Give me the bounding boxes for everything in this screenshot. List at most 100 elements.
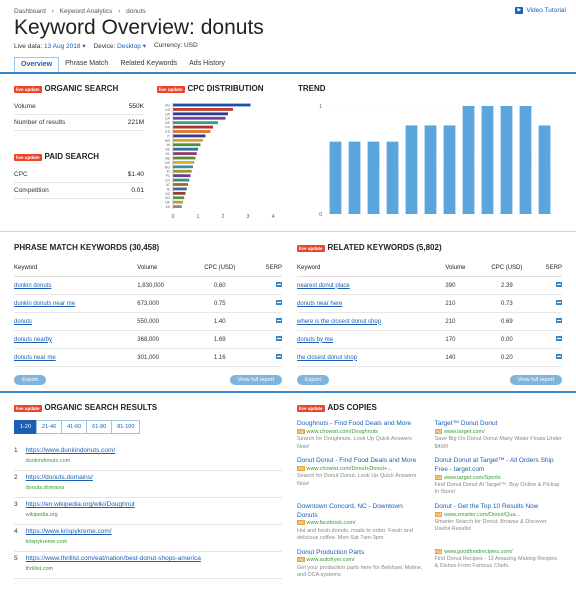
trend-bar xyxy=(424,125,437,214)
cpc-category-label: SE xyxy=(165,148,170,152)
pager-61-80[interactable]: 61-80 xyxy=(86,420,113,434)
cpc-category-label: NO xyxy=(165,165,171,169)
ad-tag: Ad xyxy=(434,474,443,480)
video-tutorial-link[interactable]: ▶ Video Tutorial xyxy=(515,7,566,14)
keyword-link[interactable]: where is the closest donut shop xyxy=(297,312,446,331)
keyword-link[interactable]: the closest donut shop xyxy=(297,348,446,367)
export-button[interactable]: Export xyxy=(297,375,329,385)
ad-url[interactable]: Ad www.chowist.com/Donut+Donut+... xyxy=(297,465,392,472)
keyword-link[interactable]: donuts xyxy=(14,312,138,331)
cpc-bar xyxy=(173,183,188,186)
serp-cell xyxy=(533,294,562,313)
tab-phrase-match[interactable]: Phrase Match xyxy=(65,60,109,67)
organic-search-panel: live update ORGANIC SEARCH Volume 550K Num… xyxy=(14,84,144,131)
serp-icon[interactable] xyxy=(276,336,282,341)
table-row: where is the closest donut shop 210 0.69 xyxy=(297,312,562,331)
breadcrumb-dashboard[interactable]: Dashboard xyxy=(14,8,46,15)
ad-headline[interactable]: Downtown Concord, NC - Downtown Donuts xyxy=(297,502,403,519)
ad-headline[interactable]: Donut - Get the Top 10 Results Now xyxy=(434,502,539,510)
keyword-link[interactable]: donuts near me xyxy=(14,348,138,367)
device-selector[interactable]: Device: Desktop ▾ xyxy=(93,43,146,50)
cpc-cell: 0.00 xyxy=(480,330,534,349)
ad-tag: Ad xyxy=(434,548,443,554)
serp-icon[interactable] xyxy=(276,300,282,305)
pager-41-60[interactable]: 41-60 xyxy=(61,420,88,434)
ads-copies-panel: live update ADS COPIES Doughnuts - Find F… xyxy=(297,403,562,586)
cpc-distribution-chart: AUUSUKCADEFRESITBRINSENLBEDKNOFIPLCHATIE… xyxy=(165,103,275,220)
tab-related-keywords[interactable]: Related Keywords xyxy=(120,60,178,67)
ad-url[interactable]: Ad www.autofryer.com/ xyxy=(297,557,355,564)
ad-headline[interactable]: Donut Production Parts xyxy=(297,548,365,556)
serp-icon[interactable] xyxy=(276,318,282,323)
cpc-category-label: HK xyxy=(165,201,171,205)
view-full-report-button[interactable]: View full report xyxy=(229,375,282,385)
table-row: donuts by me 170 0.00 xyxy=(297,330,562,349)
trend-bar xyxy=(538,125,551,214)
export-button[interactable]: Export xyxy=(14,375,46,385)
cpc-bar xyxy=(173,125,213,129)
serp-icon[interactable] xyxy=(276,354,282,359)
cpc-x-tick: 3 xyxy=(247,214,250,220)
serp-icon[interactable] xyxy=(556,282,562,287)
results-pager: 1-20 21-40 41-60 61-80 81-100 xyxy=(14,420,282,434)
ad-url[interactable]: Ad www.chowist.com/Doughnuts xyxy=(297,428,379,435)
result-domain: dunkindonuts.com xyxy=(25,458,71,464)
list-item: 2 https://donuts.domains/donuts.domains xyxy=(14,471,282,498)
cpc-bar xyxy=(173,165,193,169)
table-header: Keyword Volume CPC (USD) SERP xyxy=(297,260,562,277)
result-url[interactable]: https://donuts.domains/ xyxy=(25,474,93,481)
paid-search-panel: live update PAID SEARCH CPC $1.40 Competit… xyxy=(14,152,144,199)
ad-url[interactable]: Ad www.smarter.com/Donut/Qua... xyxy=(434,511,521,518)
view-full-report-button[interactable]: View full report xyxy=(509,375,562,385)
organic-search-title: ORGANIC SEARCH xyxy=(44,84,119,93)
breadcrumb-separator: › xyxy=(118,8,121,15)
ad-url[interactable]: Ad www.goodfoodrecipies.com/ xyxy=(434,548,513,555)
serp-cell xyxy=(533,276,562,295)
tab-ads-history[interactable]: Ads History xyxy=(189,60,225,67)
volume-cell: 301,000 xyxy=(137,348,190,367)
ad-headline[interactable]: Donut Donut at Target™ - All Orders Ship… xyxy=(434,457,554,473)
ad-headline[interactable]: Donut Donut - Find Food Deals and More xyxy=(297,457,417,465)
cpc-cell: 0.60 xyxy=(189,276,251,295)
cpc-bar xyxy=(173,200,183,204)
result-url[interactable]: https://www.krispykreme.com/ xyxy=(25,528,112,535)
pager-81-100[interactable]: 81-100 xyxy=(111,420,141,434)
breadcrumb-keyword-analytics[interactable]: Keyword Analytics xyxy=(59,8,113,15)
tab-overview[interactable]: Overview xyxy=(14,57,60,73)
ad-copy: Downtown Concord, NC - Downtown Donuts Ad… xyxy=(297,503,425,543)
serp-icon[interactable] xyxy=(556,318,562,323)
result-url[interactable]: https://www.thrillist.com/eat/nation/bes… xyxy=(25,555,201,562)
pager-21-40[interactable]: 21-40 xyxy=(36,420,63,434)
keyword-link[interactable]: donuts near here xyxy=(297,294,446,313)
tab-divider xyxy=(0,72,576,74)
result-url[interactable]: https://www.dunkindonuts.com/ xyxy=(25,447,116,454)
tab-bar: Overview Phrase Match Related Keywords A… xyxy=(14,57,231,73)
serp-icon[interactable] xyxy=(556,300,562,305)
keyword-link[interactable]: dunkin donuts xyxy=(14,276,138,295)
serp-icon[interactable] xyxy=(276,282,282,287)
table-row: dunkin donuts near me 673,000 0.75 xyxy=(14,294,282,313)
related-keywords-table: Keyword Volume CPC (USD) SERP nearest do… xyxy=(297,260,562,367)
serp-icon[interactable] xyxy=(556,354,562,359)
result-url[interactable]: https://en.wikipedia.org/wiki/Doughnut xyxy=(25,501,135,508)
volume-cell: 170 xyxy=(445,330,481,349)
list-item: 5 https://www.thrillist.com/eat/nation/be… xyxy=(14,552,282,579)
ad-url[interactable]: Ad www.facebook.com/ xyxy=(297,520,356,527)
keyword-link[interactable]: nearest donut place xyxy=(297,276,446,295)
serp-icon[interactable] xyxy=(556,336,562,341)
phrase-match-panel: PHRASE MATCH KEYWORDS (30,458) Keyword V… xyxy=(14,243,282,385)
date-selector[interactable]: Live data: 13 Aug 2018 ▾ xyxy=(14,43,86,50)
ad-headline[interactable]: Target™ Donut Donut xyxy=(434,420,498,427)
keyword-link[interactable]: donuts by me xyxy=(297,330,446,349)
cpc-category-label: NL xyxy=(166,152,171,156)
ad-headline[interactable]: Doughnuts - Find Food Deals and More xyxy=(297,420,412,427)
ad-url[interactable]: Ad www.target.com/Sports xyxy=(434,474,501,481)
serp-cell xyxy=(533,330,562,349)
keyword-link[interactable]: donuts nearby xyxy=(14,330,138,349)
ad-copy: Donut - Get the Top 10 Results Now Ad www.… xyxy=(434,502,563,543)
pager-1-20[interactable]: 1-20 xyxy=(14,420,38,434)
keyword-link[interactable]: dunkin donuts near me xyxy=(14,294,138,313)
ad-url[interactable]: Ad www.target.com/ xyxy=(434,428,485,435)
trend-bar xyxy=(462,106,475,214)
cpc-bar xyxy=(173,147,198,151)
